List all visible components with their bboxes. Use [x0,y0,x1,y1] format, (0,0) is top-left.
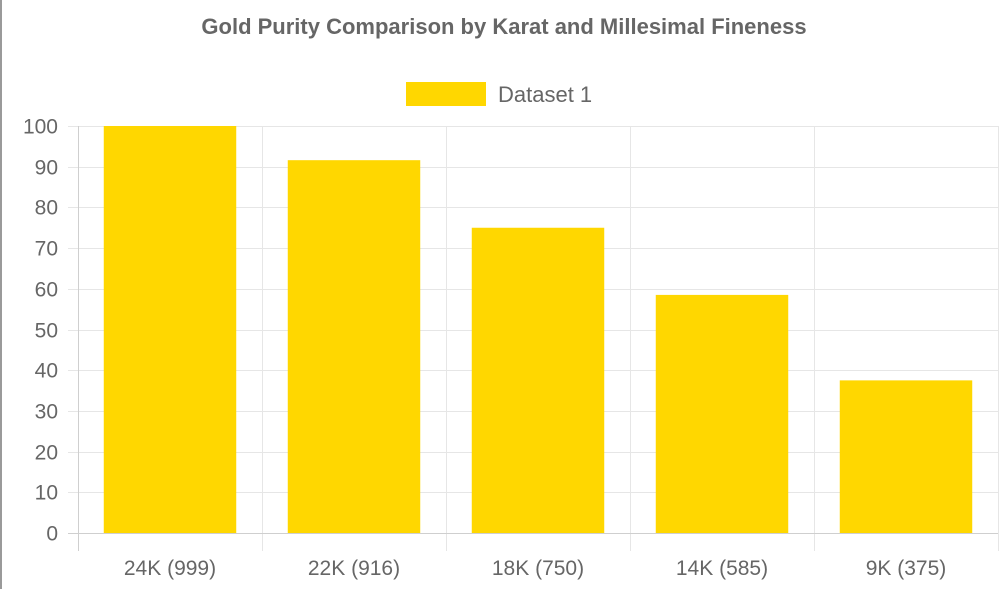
bar-9k-375 [839,380,973,533]
x-axis-ticks: 24K (999) 22K (916) 18K (750) 14K (585) 9K (… [124,557,946,580]
y-tick-label-90: 90 [35,157,58,180]
legend-swatch-dataset-1 [406,82,486,106]
bar-22k-916 [287,160,421,534]
axes [68,126,998,551]
y-tick-label-70: 70 [35,238,58,261]
chart-title: Gold Purity Comparison by Karat and Mill… [201,14,806,39]
x-tick-label-24k-999: 24K (999) [124,557,216,580]
bars [103,126,973,534]
y-axis-ticks: 0 10 20 30 40 50 60 70 80 90 100 [23,116,58,546]
y-tick-label-50: 50 [35,320,58,343]
y-tick-label-60: 60 [35,279,58,302]
x-tick-label-9k-375: 9K (375) [866,557,947,580]
legend[interactable]: Dataset 1 [406,82,592,107]
bar-14k-585 [655,294,789,533]
x-tick-label-22k-916: 22K (916) [308,557,400,580]
legend-label-dataset-1: Dataset 1 [498,82,592,107]
x-tick-label-14k-585: 14K (585) [676,557,768,580]
x-tick-label-18k-750: 18K (750) [492,557,584,580]
y-tick-label-20: 20 [35,442,58,465]
y-tick-label-10: 10 [35,482,58,505]
y-tick-label-0: 0 [46,523,58,546]
y-tick-label-30: 30 [35,401,58,424]
y-tick-label-80: 80 [35,197,58,220]
y-tick-label-100: 100 [23,116,58,139]
bar-24k-999 [103,126,237,533]
bar-18k-750 [471,227,605,533]
y-tick-label-40: 40 [35,360,58,383]
